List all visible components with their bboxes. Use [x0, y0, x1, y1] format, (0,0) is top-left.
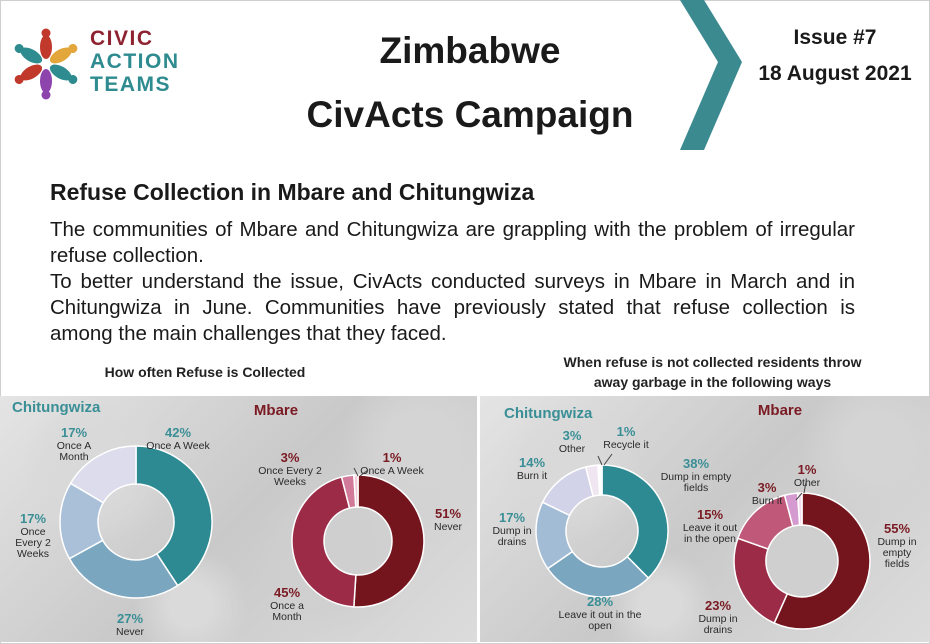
slice-category-label: Once Every 2 Weeks [15, 526, 51, 560]
logo-text-line2: ACTION [90, 50, 180, 73]
slice-category-label: Once A Week [146, 440, 210, 452]
slice-category-label: Once A Week [360, 465, 424, 477]
slice-value-label: 23% [705, 598, 731, 613]
logo-flower-icon [14, 28, 78, 100]
chart-right-title: When refuse is not collected residents t… [563, 354, 862, 390]
logo-text-line3: TEAMS [90, 73, 171, 96]
article-body: The communities of Mbare and Chitungwiza… [50, 217, 855, 347]
donut-slice [773, 492, 871, 630]
donut-slice [353, 474, 359, 508]
donut-chart-4: Mbare 55%Dump in empty fields 23%Dump in drai… [683, 402, 917, 636]
slice-category-label: Leave it out in the open [559, 609, 642, 632]
slice-category-label: Leave it out in the open [683, 522, 737, 545]
page-title-line1: Zimbabwe [379, 30, 561, 71]
issue-date: 18 August 2021 [758, 62, 912, 85]
slice-category-label: Never [116, 626, 145, 638]
slice-value-label: 17% [20, 511, 46, 526]
leader-line [353, 467, 359, 477]
slice-value-label: 1% [617, 424, 636, 439]
slice-value-label: 27% [117, 611, 143, 626]
leader-line [603, 453, 613, 466]
donut-slice [353, 474, 425, 608]
donut-slice [733, 537, 789, 625]
slice-category-label: Recycle it [603, 439, 649, 451]
donut-slice [601, 464, 669, 580]
logo-text-line1: CIVIC [90, 27, 154, 50]
leader-line [597, 455, 603, 466]
slice-value-label: 51% [435, 506, 461, 521]
slice-value-label: 3% [563, 428, 582, 443]
chart-subtitle: Chitungwiza [12, 399, 101, 416]
panel-separator [477, 396, 480, 642]
slice-value-label: 1% [798, 462, 817, 477]
donut-slice [796, 492, 803, 526]
slice-value-label: 38% [683, 456, 709, 471]
slice-value-label: 42% [165, 425, 191, 440]
slice-category-label: Once Every 2 Weeks [258, 465, 322, 488]
article-heading: Refuse Collection in Mbare and Chitungwi… [50, 179, 535, 205]
issue-number: Issue #7 [793, 26, 877, 49]
chart-panel-frequency: Chitungwiza 42% Once A Week 27% Never 17% Once… [0, 396, 477, 642]
slice-category-label: Other [559, 443, 586, 455]
slice-category-label: Other [794, 477, 821, 489]
slice-value-label: 28% [587, 594, 613, 609]
donut-slice [291, 476, 357, 608]
slice-category-label: Burn it [517, 470, 547, 482]
slice-category-label: Once a Month [270, 600, 304, 623]
chart-subtitle: Chitungwiza [504, 405, 593, 422]
donut-chart-2: Mbare 51%Never 45%Once a Month 3%Once Every … [254, 402, 463, 623]
slice-category-label: Dump in drains [698, 613, 737, 636]
slice-value-label: 3% [281, 450, 300, 465]
chart-subtitle: Mbare [758, 402, 802, 419]
chart-subtitle: Mbare [254, 402, 298, 419]
article-paragraph-1: The communities of Mbare and Chitungwiza… [50, 218, 855, 267]
slice-value-label: 1% [383, 450, 402, 465]
leader-line [359, 469, 369, 477]
donut-slice [597, 464, 603, 496]
slice-value-label: 3% [758, 480, 777, 495]
slice-value-label: 15% [697, 507, 723, 522]
chevron-right-icon [680, 0, 742, 150]
slice-value-label: 17% [61, 425, 87, 440]
slice-value-label: 55% [884, 521, 910, 536]
slice-value-label: 45% [274, 585, 300, 600]
slice-value-label: 17% [499, 510, 525, 525]
slice-category-label: Dump in empty fields [661, 471, 732, 494]
leader-line [803, 481, 807, 494]
donut-slice [69, 445, 137, 504]
donut-slice [68, 539, 179, 599]
donut-slice [135, 445, 213, 587]
slice-category-label: Dump in empty fields [877, 536, 916, 570]
article-paragraph-2: To better understand the issue, CivActs … [50, 270, 855, 345]
slice-category-label: Dump in drains [492, 525, 531, 548]
slice-value-label: 14% [519, 455, 545, 470]
donut-chart-3: Chitungwiza 38%Dump in empty fields 28%Leav… [492, 405, 732, 632]
chart-panel-disposal: Chitungwiza 38% Dump in empty fields 28% Leav… [480, 396, 930, 642]
page-title-line2: CivActs Campaign [306, 94, 634, 135]
slice-category-label: Burn it [752, 495, 782, 507]
slice-category-label: Once A Month [57, 440, 91, 463]
slice-category-label: Never [434, 521, 463, 533]
leader-line [795, 492, 803, 501]
chart-left-title: How often Refuse is Collected [104, 364, 306, 380]
civic-action-teams-logo: CIVIC ACTION TEAMS [10, 24, 200, 100]
